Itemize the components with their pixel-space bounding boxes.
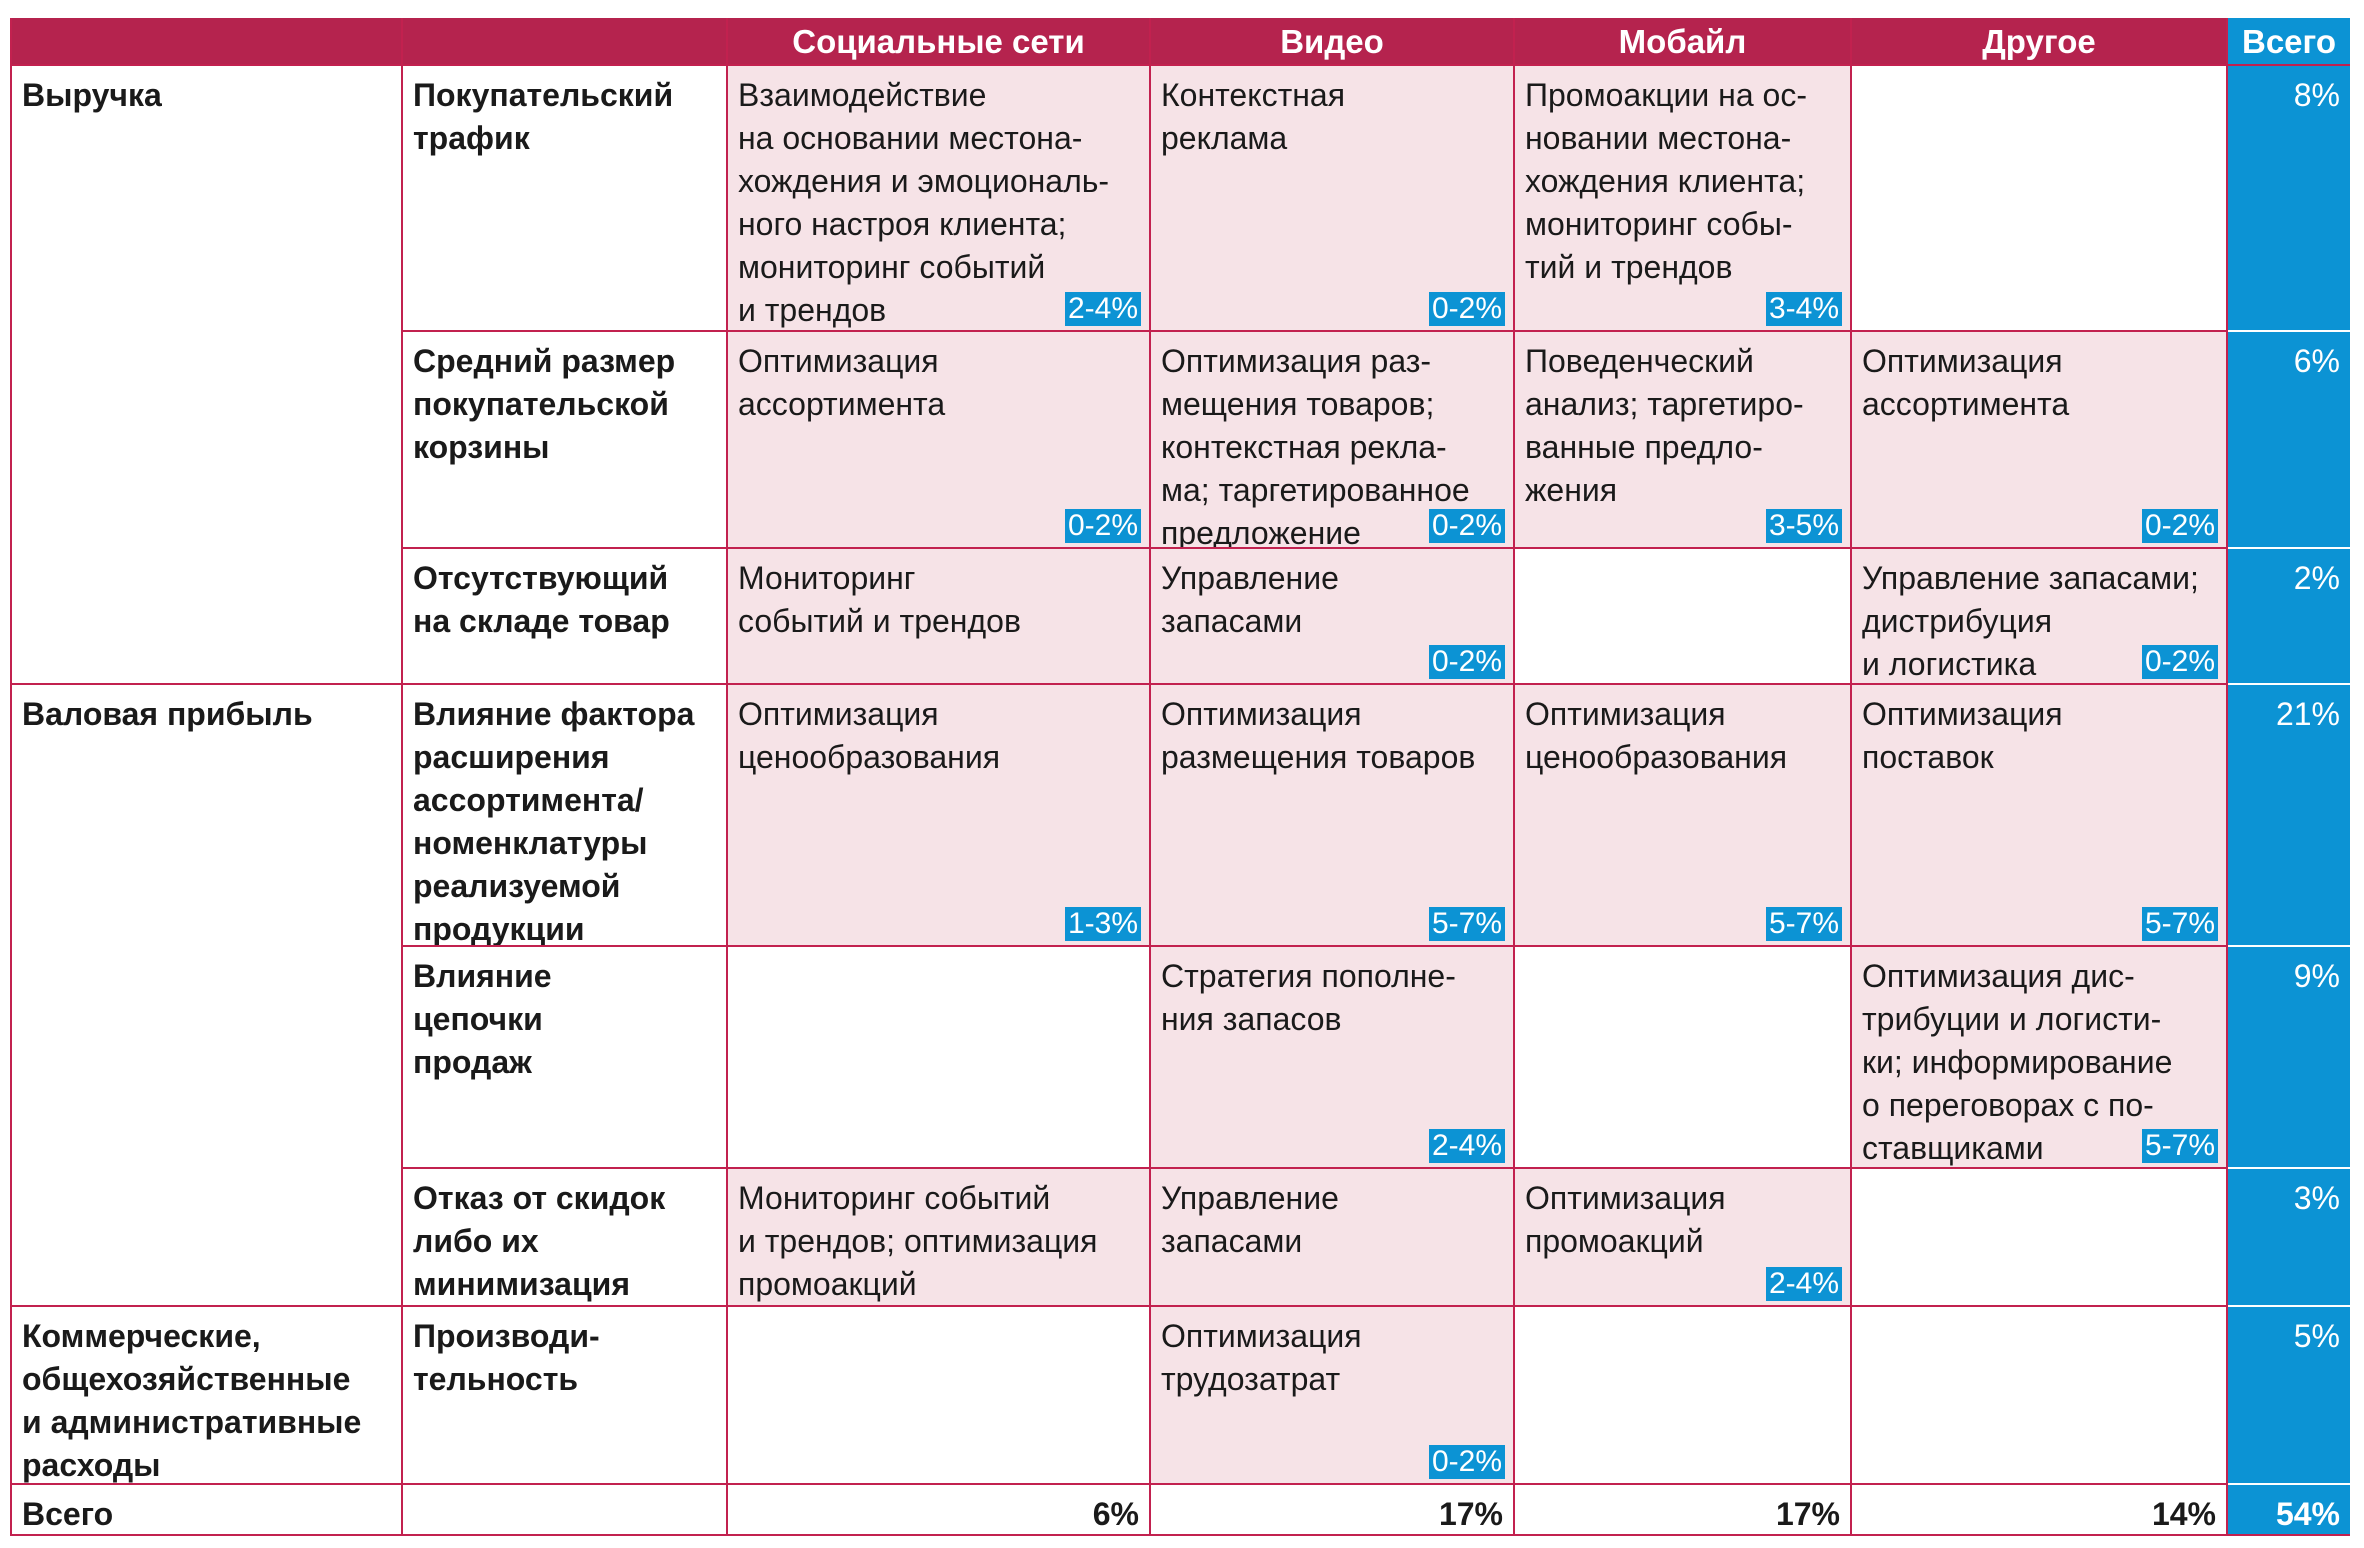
other-cell: Управление запасами; дистрибуция и логис…: [1852, 549, 2228, 685]
row-total-cell: 21%: [2228, 685, 2350, 947]
video-text: Контекстная реклама: [1161, 77, 1346, 156]
effect-range-badge: 0-2%: [1428, 645, 1505, 679]
video-cell: Управление запасами 0-2%: [1151, 549, 1515, 685]
effect-range-badge: 3-4%: [1765, 292, 1842, 326]
effect-range-badge: 5-7%: [1428, 907, 1505, 941]
category-cell: Валовая прибыль: [10, 685, 403, 1307]
social-text: Оптимизация ценообразования: [738, 696, 1001, 775]
mobile-cell: Оптимизация ценообразования 5-7%: [1515, 685, 1852, 947]
effect-range-badge: 0-2%: [1428, 1445, 1505, 1479]
other-cell: [1852, 1307, 2228, 1485]
video-cell: Оптимизация раз- мещения товаров; контек…: [1151, 332, 1515, 549]
other-cell: [1852, 1169, 2228, 1307]
social-text: Взаимодействие на основании местона- хож…: [738, 77, 1110, 328]
results-table: Социальные сети Видео Мобайл Другое Всег…: [10, 18, 2350, 1536]
factor-cell: Отсутствующий на складе товар: [403, 549, 728, 685]
effect-range-badge: 5-7%: [1765, 907, 1842, 941]
effect-range-badge: 2-4%: [1428, 1129, 1505, 1163]
header-factor: [403, 18, 728, 66]
video-cell: Контекстная реклама 0-2%: [1151, 66, 1515, 332]
effect-range-badge: 0-2%: [1428, 292, 1505, 326]
other-text: Управление запасами; дистрибуция и логис…: [1862, 560, 2199, 682]
video-cell: Управление запасами: [1151, 1169, 1515, 1307]
effect-range-badge: 0-2%: [2141, 509, 2218, 543]
other-cell: [1852, 66, 2228, 332]
header-other: Другое: [1852, 18, 2228, 66]
mobile-cell: [1515, 1307, 1852, 1485]
header-total: Всего: [2228, 18, 2350, 66]
video-text: Оптимизация раз- мещения товаров; контек…: [1161, 343, 1470, 549]
social-cell: Оптимизация ценообразования 1-3%: [728, 685, 1151, 947]
social-text: Оптимизация ассортимента: [738, 343, 946, 422]
video-text: Оптимизация трудозатрат: [1161, 1318, 1362, 1397]
summary-video: 17%: [1151, 1485, 1515, 1536]
row-total-cell: 2%: [2228, 549, 2350, 685]
video-text: Стратегия пополне- ния запасов: [1161, 958, 1456, 1037]
factor-cell: Средний размер покупательской корзины: [403, 332, 728, 549]
factor-cell: Отказ от скидок либо их минимизация: [403, 1169, 728, 1307]
category-cell: Коммерческие, общехозяйственные и админи…: [10, 1307, 403, 1485]
other-text: Оптимизация поставок: [1862, 696, 2063, 775]
other-cell: Оптимизация дис- трибуции и логисти- ки;…: [1852, 947, 2228, 1169]
effect-range-badge: 0-2%: [1428, 509, 1505, 543]
other-text: Оптимизация ассортимента: [1862, 343, 2070, 422]
effect-range-badge: 1-3%: [1064, 907, 1141, 941]
effect-range-badge: 0-2%: [2141, 645, 2218, 679]
mobile-text: Промоакции на ос- новании местона- хожде…: [1525, 77, 1807, 285]
factor-cell: Производи- тельность: [403, 1307, 728, 1485]
row-total-cell: 5%: [2228, 1307, 2350, 1485]
effect-range-badge: 2-4%: [1765, 1267, 1842, 1301]
mobile-cell: [1515, 947, 1852, 1169]
video-text: Управление запасами: [1161, 1180, 1339, 1259]
header-category: [10, 18, 403, 66]
effect-range-badge: 5-7%: [2141, 907, 2218, 941]
category-cell: Выручка: [10, 66, 403, 685]
mobile-cell: Поведенческий анализ; таргетиро- ванные …: [1515, 332, 1852, 549]
header-video: Видео: [1151, 18, 1515, 66]
effect-range-badge: 3-5%: [1765, 509, 1842, 543]
mobile-cell: [1515, 549, 1852, 685]
video-cell: Оптимизация трудозатрат 0-2%: [1151, 1307, 1515, 1485]
row-total-cell: 8%: [2228, 66, 2350, 332]
social-cell: Мониторинг событий и трендов: [728, 549, 1151, 685]
summary-mobile: 17%: [1515, 1485, 1852, 1536]
summary-total: 54%: [2228, 1485, 2350, 1536]
social-cell: Взаимодействие на основании местона- хож…: [728, 66, 1151, 332]
social-cell: Мониторинг событий и трендов; оптимизаци…: [728, 1169, 1151, 1307]
mobile-cell: Промоакции на ос- новании местона- хожде…: [1515, 66, 1852, 332]
row-total-cell: 6%: [2228, 332, 2350, 549]
row-total-cell: 3%: [2228, 1169, 2350, 1307]
summary-factor: [403, 1485, 728, 1536]
mobile-cell: Оптимизация промоакций 2-4%: [1515, 1169, 1852, 1307]
summary-social: 6%: [728, 1485, 1151, 1536]
effect-range-badge: 2-4%: [1064, 292, 1141, 326]
effect-range-badge: 0-2%: [1064, 509, 1141, 543]
row-total-cell: 9%: [2228, 947, 2350, 1169]
other-text: Оптимизация дис- трибуции и логисти- ки;…: [1862, 958, 2173, 1166]
summary-other: 14%: [1852, 1485, 2228, 1536]
mobile-text: Поведенческий анализ; таргетиро- ванные …: [1525, 343, 1804, 508]
other-cell: Оптимизация ассортимента 0-2%: [1852, 332, 2228, 549]
mobile-text: Оптимизация ценообразования: [1525, 696, 1788, 775]
social-text: Мониторинг событий и трендов: [738, 560, 1021, 639]
effect-range-badge: 5-7%: [2141, 1129, 2218, 1163]
social-cell: [728, 947, 1151, 1169]
video-cell: Стратегия пополне- ния запасов 2-4%: [1151, 947, 1515, 1169]
other-cell: Оптимизация поставок 5-7%: [1852, 685, 2228, 947]
video-text: Управление запасами: [1161, 560, 1339, 639]
factor-cell: Влияние цепочки продаж: [403, 947, 728, 1169]
mobile-text: Оптимизация промоакций: [1525, 1180, 1726, 1259]
factor-cell: Покупательский трафик: [403, 66, 728, 332]
video-text: Оптимизация размещения товаров: [1161, 696, 1476, 775]
video-cell: Оптимизация размещения товаров 5-7%: [1151, 685, 1515, 947]
factor-cell: Влияние фактора расширения ассортимента/…: [403, 685, 728, 947]
social-cell: [728, 1307, 1151, 1485]
social-cell: Оптимизация ассортимента 0-2%: [728, 332, 1151, 549]
header-mobile: Мобайл: [1515, 18, 1852, 66]
social-text: Мониторинг событий и трендов; оптимизаци…: [738, 1180, 1098, 1302]
summary-label: Всего: [10, 1485, 403, 1536]
header-social: Социальные сети: [728, 18, 1151, 66]
